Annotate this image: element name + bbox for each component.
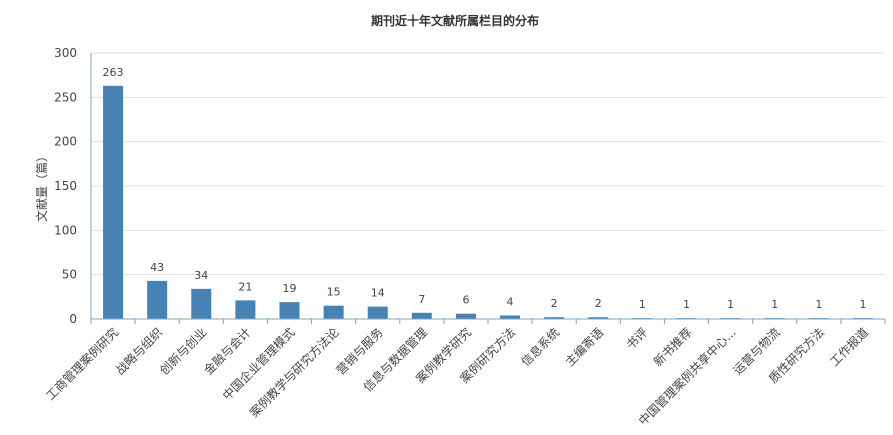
data-label: 2 xyxy=(551,297,558,310)
y-tick-label: 50 xyxy=(62,268,77,282)
bar[interactable] xyxy=(323,305,344,319)
data-label: 14 xyxy=(371,287,385,300)
data-label: 1 xyxy=(683,298,690,311)
category-label: 创新与创业 xyxy=(156,325,209,378)
data-label: 263 xyxy=(103,66,124,79)
y-tick-label: 0 xyxy=(69,312,77,326)
bar[interactable] xyxy=(147,280,168,319)
bar[interactable] xyxy=(455,313,476,319)
category-label: 工商管理案例研究 xyxy=(43,325,121,403)
y-axis-label: 文献量（篇） xyxy=(34,150,49,222)
data-label: 15 xyxy=(327,286,341,299)
category-label: 信息系统 xyxy=(518,325,563,370)
data-label: 19 xyxy=(283,282,297,295)
category-label: 书评 xyxy=(624,325,651,352)
category-label: 战略与组织 xyxy=(112,325,165,378)
y-tick-label: 100 xyxy=(54,223,77,237)
data-label: 1 xyxy=(639,298,646,311)
data-label: 6 xyxy=(462,294,469,307)
y-tick-label: 250 xyxy=(54,90,77,104)
bar[interactable] xyxy=(411,312,432,319)
category-label: 新书推荐 xyxy=(650,325,695,370)
y-tick-label: 150 xyxy=(54,179,77,193)
bar[interactable] xyxy=(103,85,124,319)
category-label: 工作报道 xyxy=(827,325,872,370)
data-label: 2 xyxy=(595,297,602,310)
bar[interactable] xyxy=(279,302,300,319)
y-tick-label: 300 xyxy=(54,46,77,60)
data-label: 1 xyxy=(859,298,866,311)
bar[interactable] xyxy=(544,317,565,319)
data-label: 7 xyxy=(418,293,425,306)
x-axis-layer: 工商管理案例研究战略与组织创新与创业金融与会计中国企业管理模式案例教学与研究方法… xyxy=(43,53,886,428)
data-label: 34 xyxy=(194,269,208,282)
data-label: 1 xyxy=(815,298,822,311)
category-label: 案例教学与研究方法论 xyxy=(246,325,341,420)
bar[interactable] xyxy=(588,317,609,319)
chart-title: 期刊近十年文献所属栏目的分布 xyxy=(371,13,539,28)
y-tick-label: 200 xyxy=(54,135,77,149)
category-label: 主编寄语 xyxy=(562,325,607,370)
bar[interactable] xyxy=(235,300,256,319)
bar[interactable] xyxy=(367,306,388,319)
data-label: 4 xyxy=(507,295,514,308)
category-label: 中国企业管理模式 xyxy=(219,325,297,403)
data-label: 1 xyxy=(771,298,778,311)
grid-layer: 0 50 100 150 200 250 300 xyxy=(54,46,885,326)
bars-layer xyxy=(103,85,873,319)
data-label: 43 xyxy=(150,261,164,274)
data-label: 21 xyxy=(238,280,252,293)
bar[interactable] xyxy=(191,288,212,319)
data-label: 1 xyxy=(727,298,734,311)
bar[interactable] xyxy=(500,315,521,319)
